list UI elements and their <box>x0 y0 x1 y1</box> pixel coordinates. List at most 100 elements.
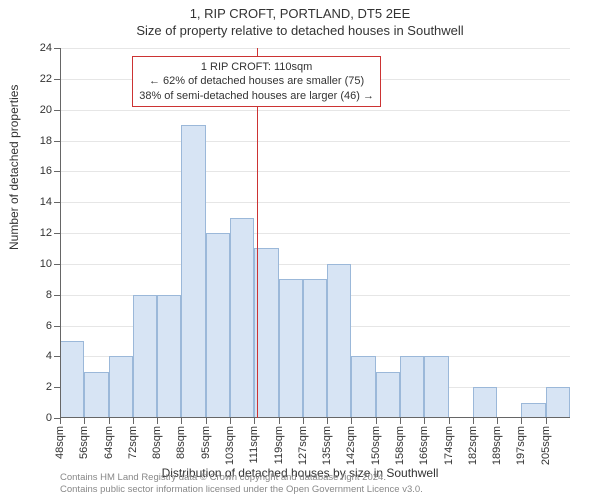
x-tick-label: 88sqm <box>175 426 187 459</box>
x-tick <box>473 418 474 424</box>
y-axis-line <box>60 48 61 418</box>
y-tick-label: 8 <box>46 289 52 301</box>
y-tick <box>54 295 60 296</box>
x-tick <box>351 418 352 424</box>
y-tick <box>54 387 60 388</box>
x-tick-label: 95sqm <box>200 426 212 459</box>
y-tick-label: 18 <box>40 135 52 147</box>
y-tick <box>54 171 60 172</box>
x-tick <box>254 418 255 424</box>
x-tick-label: 189sqm <box>491 426 503 465</box>
y-tick <box>54 110 60 111</box>
y-tick <box>54 79 60 80</box>
x-tick-label: 56sqm <box>78 426 90 459</box>
x-tick-label: 166sqm <box>418 426 430 465</box>
histogram-bar <box>351 356 375 418</box>
x-tick-label: 80sqm <box>151 426 163 459</box>
y-tick-label: 22 <box>40 73 52 85</box>
x-tick-label: 127sqm <box>297 426 309 465</box>
x-tick <box>60 418 61 424</box>
x-tick <box>303 418 304 424</box>
histogram-bar <box>133 295 157 418</box>
histogram-bar <box>109 356 133 418</box>
annotation-line-1: 1 RIP CROFT: 110sqm <box>139 60 374 74</box>
x-tick <box>497 418 498 424</box>
footer: Contains HM Land Registry data © Crown c… <box>60 472 423 496</box>
x-tick <box>376 418 377 424</box>
x-tick-label: 48sqm <box>54 426 66 459</box>
histogram-bar <box>60 341 84 418</box>
title-line-1: 1, RIP CROFT, PORTLAND, DT5 2EE <box>0 6 600 21</box>
x-tick-label: 72sqm <box>127 426 139 459</box>
x-tick-label: 142sqm <box>345 426 357 465</box>
x-tick <box>279 418 280 424</box>
y-tick-label: 0 <box>46 412 52 424</box>
x-tick <box>400 418 401 424</box>
x-tick <box>521 418 522 424</box>
histogram-bar <box>230 218 254 418</box>
y-axis-title: Number of detached properties <box>7 85 21 250</box>
histogram-bar <box>473 387 497 418</box>
histogram-bar <box>279 279 303 418</box>
x-tick-label: 135sqm <box>321 426 333 465</box>
x-tick-label: 205sqm <box>540 426 552 465</box>
x-tick <box>546 418 547 424</box>
plot-inner: 024681012141618202224 48sqm56sqm64sqm72s… <box>60 48 570 418</box>
annotation-line-2: ← 62% of detached houses are smaller (75… <box>139 74 374 88</box>
y-tick-label: 10 <box>40 258 52 270</box>
histogram-bar <box>206 233 230 418</box>
y-tick-label: 6 <box>46 320 52 332</box>
y-tick <box>54 141 60 142</box>
y-tick <box>54 264 60 265</box>
footer-line-2: Contains public sector information licen… <box>60 484 423 496</box>
x-tick <box>157 418 158 424</box>
x-tick <box>424 418 425 424</box>
x-tick-label: 64sqm <box>103 426 115 459</box>
x-tick <box>84 418 85 424</box>
footer-line-1: Contains HM Land Registry data © Crown c… <box>60 472 423 484</box>
x-tick-label: 119sqm <box>273 426 285 464</box>
x-tick-label: 182sqm <box>467 426 479 465</box>
x-tick-label: 197sqm <box>515 426 527 465</box>
annotation-line-3: 38% of semi-detached houses are larger (… <box>139 89 374 103</box>
chart-page: 1, RIP CROFT, PORTLAND, DT5 2EE Size of … <box>0 0 600 500</box>
y-tick-label: 24 <box>40 42 52 54</box>
y-tick-label: 16 <box>40 165 52 177</box>
x-axis-line <box>60 417 570 418</box>
y-tick-label: 14 <box>40 196 52 208</box>
histogram-bar <box>546 387 570 418</box>
title-line-2: Size of property relative to detached ho… <box>0 23 600 38</box>
x-tick <box>327 418 328 424</box>
histogram-bar <box>157 295 181 418</box>
histogram-bar <box>424 356 448 418</box>
x-tick <box>181 418 182 424</box>
y-tick <box>54 326 60 327</box>
x-tick <box>449 418 450 424</box>
histogram-bar <box>521 403 545 418</box>
y-tick-label: 12 <box>40 227 52 239</box>
histogram-bar <box>181 125 205 418</box>
x-tick <box>206 418 207 424</box>
y-tick <box>54 356 60 357</box>
y-tick <box>54 233 60 234</box>
x-tick-label: 111sqm <box>248 426 260 464</box>
y-tick-label: 2 <box>46 381 52 393</box>
x-tick <box>109 418 110 424</box>
annotation-box: 1 RIP CROFT: 110sqm ← 62% of detached ho… <box>132 56 381 107</box>
histogram-bar <box>400 356 424 418</box>
histogram-bar <box>303 279 327 418</box>
x-tick <box>230 418 231 424</box>
y-tick <box>54 48 60 49</box>
histogram-bar <box>84 372 108 418</box>
histogram-bar <box>376 372 400 418</box>
x-tick-label: 158sqm <box>394 426 406 465</box>
y-tick-label: 20 <box>40 104 52 116</box>
plot-area: 024681012141618202224 48sqm56sqm64sqm72s… <box>60 48 570 418</box>
title-block: 1, RIP CROFT, PORTLAND, DT5 2EE Size of … <box>0 6 600 38</box>
y-tick-label: 4 <box>46 350 52 362</box>
histogram-bar <box>327 264 351 418</box>
x-tick <box>133 418 134 424</box>
y-tick <box>54 202 60 203</box>
x-tick-label: 103sqm <box>224 426 236 465</box>
x-tick-label: 150sqm <box>370 426 382 465</box>
